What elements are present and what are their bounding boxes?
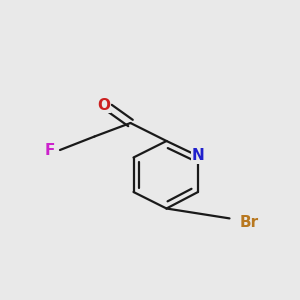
Text: Br: Br [240, 215, 259, 230]
Text: O: O [97, 98, 110, 112]
Text: F: F [44, 143, 55, 158]
Text: N: N [192, 148, 204, 164]
